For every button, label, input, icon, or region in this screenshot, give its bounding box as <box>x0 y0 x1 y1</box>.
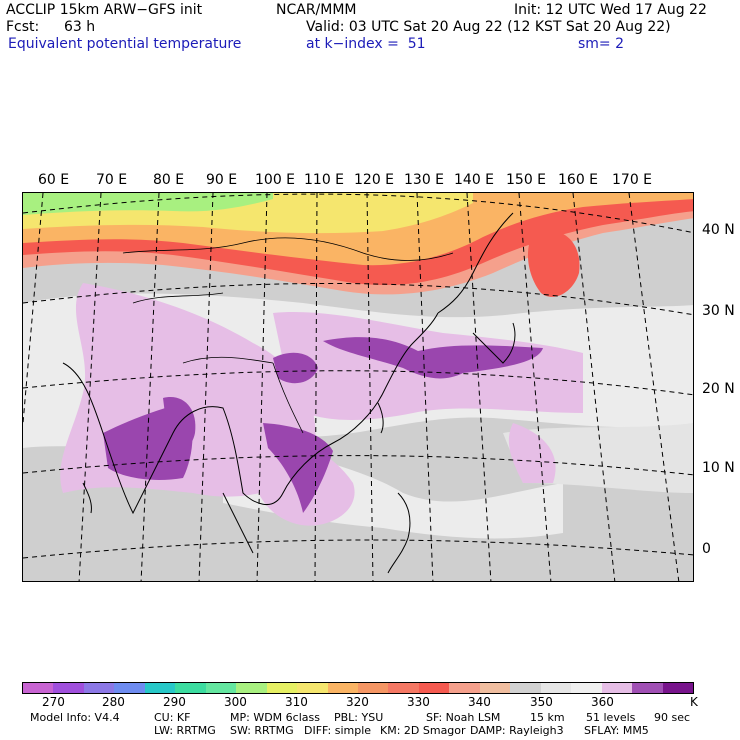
footer-timestep: 90 sec <box>654 711 691 724</box>
model-title: ACCLIP 15km ARW−GFS init <box>6 2 203 18</box>
lon-label: 140 E <box>454 172 495 188</box>
forecast-label: Fcst: <box>6 19 40 35</box>
footer-damp: DAMP: Rayleigh3 <box>470 724 564 737</box>
org-label: NCAR/MMM <box>276 2 357 18</box>
colorbar-swatch <box>23 683 54 693</box>
footer-model-info: Model Info: V4.4 <box>30 711 120 724</box>
colorbar-swatch <box>327 683 358 693</box>
purple-region-sichuan <box>273 352 318 384</box>
footer-resolution: 15 km <box>530 711 565 724</box>
lon-label: 70 E <box>96 172 128 188</box>
colorbar-tick-label: 320 <box>346 695 369 709</box>
lon-label: 80 E <box>153 172 185 188</box>
lon-label: 90 E <box>206 172 238 188</box>
colorbar-swatch <box>540 683 572 693</box>
footer-lw: LW: RRTMG <box>154 724 216 737</box>
meridians <box>23 193 680 581</box>
lat-label: 20 N <box>702 381 735 397</box>
colorbar-swatch <box>114 683 145 693</box>
colorbar-swatch <box>205 683 237 693</box>
lat-label: 30 N <box>702 303 735 319</box>
lon-label: 60 E <box>38 172 70 188</box>
parallels <box>23 193 693 559</box>
colorbar-tick-label: 360 <box>591 695 614 709</box>
lon-label: 130 E <box>404 172 445 188</box>
forecast-hour: 63 h <box>64 19 96 35</box>
colorbar-tick-label: 340 <box>468 695 491 709</box>
colorbar-swatch <box>266 683 298 693</box>
level-info: at k−index = 51 <box>306 36 426 52</box>
lat-label: 40 N <box>702 222 735 238</box>
colorbar-swatch <box>144 683 176 693</box>
colorbar-tick-label: 310 <box>285 695 308 709</box>
colorbar-swatch <box>83 683 115 693</box>
lon-label: 150 E <box>506 172 547 188</box>
country-borders <box>122 237 454 434</box>
colorbar-swatch <box>418 683 450 693</box>
colorbar-swatch <box>53 683 84 693</box>
colorbar-units: K <box>690 695 698 709</box>
colorbar-swatch <box>175 683 206 693</box>
lon-label: 100 E <box>255 172 296 188</box>
init-time: Init: 12 UTC Wed 17 Aug 22 <box>514 2 707 18</box>
colorbar-swatch <box>601 683 633 693</box>
colorbar-tick-label: 350 <box>530 695 553 709</box>
colorbar-tick-label: 330 <box>407 695 430 709</box>
field-name: Equivalent potential temperature <box>8 36 242 52</box>
lon-label: 120 E <box>354 172 395 188</box>
colorbar-swatch <box>571 683 602 693</box>
colorbar-swatch <box>632 683 663 693</box>
lon-label: 170 E <box>612 172 653 188</box>
footer-sf: SF: Noah LSM <box>426 711 501 724</box>
colorbar <box>22 682 694 694</box>
colorbar-tick-label: 270 <box>42 695 65 709</box>
lat-label: 10 N <box>702 460 735 476</box>
footer-sw: SW: RRTMG <box>230 724 294 737</box>
colorbar-swatch <box>449 683 480 693</box>
colorbar-tick-label: 300 <box>224 695 247 709</box>
footer-mp: MP: WDM 6class <box>230 711 320 724</box>
green-band <box>23 193 273 215</box>
colorbar-tick-label: 280 <box>102 695 125 709</box>
valid-time: Valid: 03 UTC Sat 20 Aug 22 (12 KST Sat … <box>306 19 671 35</box>
colorbar-swatch <box>479 683 511 693</box>
footer-km: KM: 2D Smagor <box>380 724 466 737</box>
footer-levels: 51 levels <box>586 711 636 724</box>
red-tongue <box>527 230 580 297</box>
map-panel <box>22 192 694 582</box>
theta-e-field <box>23 193 693 581</box>
colorbar-swatch <box>357 683 389 693</box>
lon-label: 160 E <box>558 172 599 188</box>
lat-label: 0 <box>702 541 711 557</box>
footer-pbl: PBL: YSU <box>334 711 384 724</box>
colorbar-swatch <box>388 683 419 693</box>
colorbar-swatch <box>510 683 541 693</box>
colorbar-swatch <box>297 683 328 693</box>
footer-cu: CU: KF <box>154 711 191 724</box>
lilac-region-pacific <box>508 423 556 483</box>
colorbar-tick-label: 290 <box>163 695 186 709</box>
smoothing-info: sm= 2 <box>578 36 625 52</box>
footer-sflay: SFLAY: MM5 <box>584 724 649 737</box>
colorbar-swatch <box>662 683 693 693</box>
colorbar-swatch <box>236 683 267 693</box>
coastlines <box>62 212 516 574</box>
lon-label: 110 E <box>304 172 345 188</box>
footer-diff: DIFF: simple <box>304 724 372 737</box>
